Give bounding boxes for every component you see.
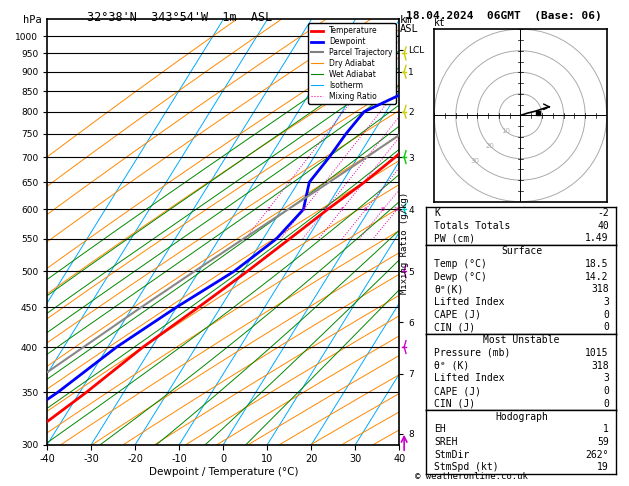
Text: PW (cm): PW (cm): [434, 233, 475, 243]
Text: 3: 3: [603, 373, 609, 383]
Text: 20: 20: [486, 143, 494, 149]
Text: 1015: 1015: [586, 348, 609, 358]
Text: StmDir: StmDir: [434, 450, 469, 460]
Text: 0: 0: [603, 310, 609, 320]
Text: 19: 19: [597, 463, 609, 472]
Text: 0: 0: [603, 323, 609, 332]
Text: 18.5: 18.5: [586, 259, 609, 269]
Text: SREH: SREH: [434, 437, 457, 447]
Text: 318: 318: [591, 361, 609, 371]
Text: EH: EH: [434, 424, 446, 434]
Text: K: K: [434, 208, 440, 218]
Text: © weatheronline.co.uk: © weatheronline.co.uk: [415, 472, 528, 481]
Text: -2: -2: [597, 208, 609, 218]
Text: StmSpd (kt): StmSpd (kt): [434, 463, 499, 472]
Text: km: km: [399, 15, 412, 25]
Text: Dewp (°C): Dewp (°C): [434, 272, 487, 281]
Text: Pressure (mb): Pressure (mb): [434, 348, 511, 358]
Text: 4: 4: [340, 207, 344, 212]
Text: CAPE (J): CAPE (J): [434, 310, 481, 320]
Text: 40: 40: [597, 221, 609, 231]
Text: Hodograph: Hodograph: [495, 412, 548, 421]
Text: 10: 10: [393, 207, 401, 212]
Text: 318: 318: [591, 284, 609, 295]
Text: Temp (°C): Temp (°C): [434, 259, 487, 269]
Text: Mixing Ratio (g/kg): Mixing Ratio (g/kg): [400, 192, 409, 294]
Text: 2: 2: [302, 207, 306, 212]
Text: CIN (J): CIN (J): [434, 399, 475, 409]
Text: 262°: 262°: [586, 450, 609, 460]
Text: 1: 1: [266, 207, 270, 212]
Text: 3: 3: [324, 207, 328, 212]
Text: 1: 1: [603, 424, 609, 434]
Text: Most Unstable: Most Unstable: [483, 335, 560, 345]
Text: Totals Totals: Totals Totals: [434, 221, 511, 231]
Text: 10: 10: [501, 128, 509, 134]
Text: 1.49: 1.49: [586, 233, 609, 243]
Text: 0: 0: [603, 386, 609, 396]
Text: 14.2: 14.2: [586, 272, 609, 281]
Text: 59: 59: [597, 437, 609, 447]
Legend: Temperature, Dewpoint, Parcel Trajectory, Dry Adiabat, Wet Adiabat, Isotherm, Mi: Temperature, Dewpoint, Parcel Trajectory…: [308, 23, 396, 104]
Text: 0: 0: [603, 399, 609, 409]
Text: 30: 30: [470, 158, 479, 164]
Text: ASL: ASL: [399, 24, 418, 35]
Text: 6: 6: [364, 207, 367, 212]
Text: 3: 3: [603, 297, 609, 307]
Text: 32°38'N  343°54'W  1m  ASL: 32°38'N 343°54'W 1m ASL: [87, 11, 272, 24]
Text: 8: 8: [381, 207, 385, 212]
Text: kt: kt: [434, 18, 446, 28]
Text: Lifted Index: Lifted Index: [434, 373, 504, 383]
X-axis label: Dewpoint / Temperature (°C): Dewpoint / Temperature (°C): [148, 467, 298, 477]
Text: CAPE (J): CAPE (J): [434, 386, 481, 396]
Text: Lifted Index: Lifted Index: [434, 297, 504, 307]
Text: θᵉ(K): θᵉ(K): [434, 284, 464, 295]
Text: hPa: hPa: [23, 15, 42, 25]
Text: θᵉ (K): θᵉ (K): [434, 361, 469, 371]
Text: 18.04.2024  06GMT  (Base: 06): 18.04.2024 06GMT (Base: 06): [406, 11, 601, 21]
Text: Surface: Surface: [501, 246, 542, 256]
Text: CIN (J): CIN (J): [434, 323, 475, 332]
